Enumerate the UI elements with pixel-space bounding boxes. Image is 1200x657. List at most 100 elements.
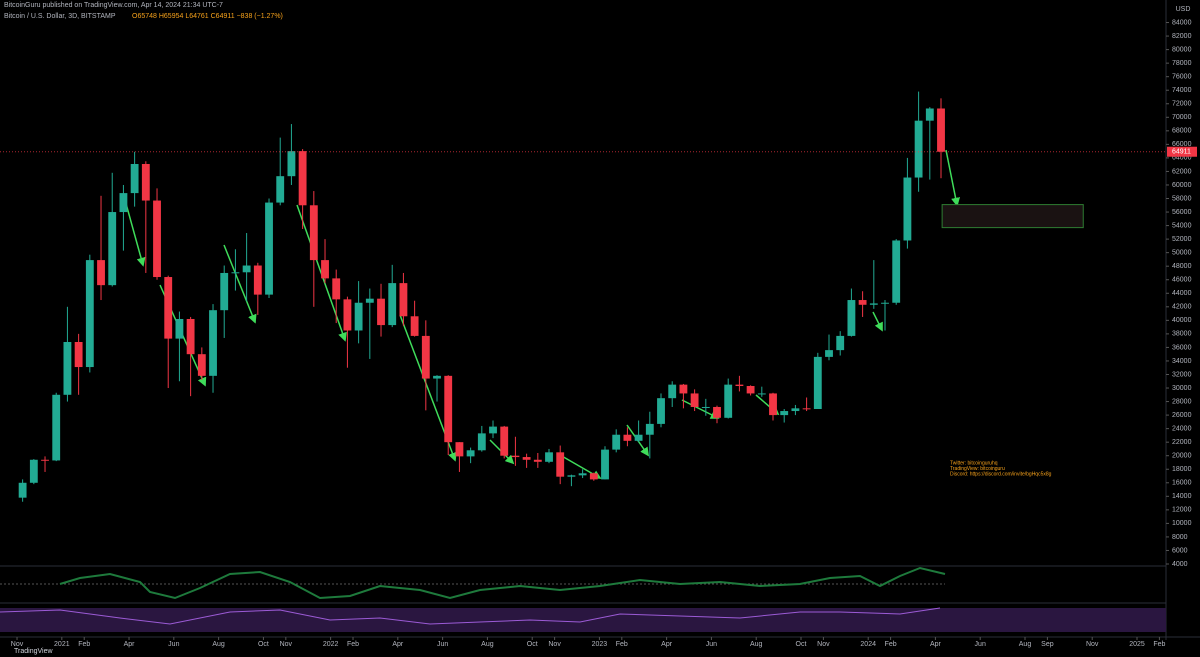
candle xyxy=(724,378,733,419)
y-tick-label: 10000 xyxy=(1172,520,1192,527)
candle-body xyxy=(500,426,509,456)
candle-body xyxy=(791,408,800,412)
y-tick-label: 66000 xyxy=(1172,141,1192,148)
arrow xyxy=(223,244,257,324)
candle-body xyxy=(276,176,285,203)
candle-body xyxy=(623,434,632,441)
candle xyxy=(175,311,184,382)
candle xyxy=(713,405,721,424)
candle xyxy=(130,151,139,207)
candle xyxy=(354,281,363,344)
candle xyxy=(881,300,889,331)
candle xyxy=(858,291,867,317)
candle xyxy=(545,448,553,464)
candle xyxy=(489,420,497,439)
candle xyxy=(231,249,240,291)
candle-body xyxy=(85,260,94,368)
x-tick-label: Feb xyxy=(78,641,90,648)
candle-body xyxy=(836,335,845,351)
candle xyxy=(18,479,27,502)
x-tick-label: Oct xyxy=(796,641,807,648)
y-tick-label: 76000 xyxy=(1172,74,1192,81)
x-tick-label: Aug xyxy=(1019,641,1032,648)
candle xyxy=(511,436,520,466)
candle-body xyxy=(52,394,61,461)
candle xyxy=(421,320,430,411)
candle-body xyxy=(847,300,856,336)
candle-body xyxy=(186,318,195,355)
candle-body xyxy=(365,298,374,303)
x-tick-label: Oct xyxy=(258,641,269,648)
candle xyxy=(746,385,755,396)
y-tick-label: 82000 xyxy=(1172,33,1192,40)
candle xyxy=(556,445,565,485)
candle xyxy=(410,300,419,337)
candle-body xyxy=(769,393,777,416)
x-tick-label: Feb xyxy=(885,641,897,648)
x-tick-label: Jun xyxy=(437,641,448,648)
candle xyxy=(309,191,318,307)
macd-histogram xyxy=(59,566,946,600)
candle xyxy=(220,265,229,338)
candle-body xyxy=(410,316,419,336)
x-tick-label: Nov xyxy=(11,641,24,648)
y-tick-label: 34000 xyxy=(1172,358,1192,365)
candle xyxy=(444,375,453,456)
x-tick-label: 2023 xyxy=(592,641,608,648)
y-tick-label: 80000 xyxy=(1172,46,1192,53)
candle xyxy=(612,429,621,453)
x-tick-label: Jun xyxy=(975,641,986,648)
rsi-line xyxy=(0,607,941,625)
candle xyxy=(97,195,105,301)
y-tick-label: 28000 xyxy=(1172,398,1192,405)
arrow xyxy=(872,311,883,332)
candle xyxy=(52,392,61,462)
ohlc-legend: O65748 H65954 L64761 C64911 −838 (−1.27%… xyxy=(132,13,283,20)
candle-body xyxy=(780,411,789,416)
candle xyxy=(533,453,542,468)
target-zone xyxy=(941,204,1084,229)
candle xyxy=(937,98,945,179)
candle xyxy=(332,269,341,324)
candle-body xyxy=(914,120,923,178)
candle-body xyxy=(141,163,150,201)
x-tick-label: 2025 xyxy=(1129,641,1145,648)
candle xyxy=(186,316,195,397)
candle-body xyxy=(321,260,329,279)
y-tick-label: 24000 xyxy=(1172,425,1192,432)
candle-body xyxy=(825,350,833,357)
candle xyxy=(645,411,654,459)
y-tick-label: 42000 xyxy=(1172,304,1192,311)
candle-body xyxy=(298,151,307,206)
candle-body xyxy=(377,298,385,326)
y-tick-label: 30000 xyxy=(1172,385,1192,392)
candle-body xyxy=(433,375,441,379)
note: TradingView: bitcoinguru xyxy=(950,466,1005,472)
candle xyxy=(869,260,878,309)
candle xyxy=(29,459,38,485)
arrow xyxy=(296,204,347,342)
candle-body xyxy=(802,408,811,410)
candle-body xyxy=(903,177,912,241)
candle-body xyxy=(455,442,464,457)
candle-body xyxy=(265,202,273,295)
candle-body xyxy=(287,151,296,177)
header-title: BitcoinGuru published on TradingView.com… xyxy=(4,2,223,9)
candle-body xyxy=(735,384,744,386)
y-tick-label: 14000 xyxy=(1172,493,1192,500)
candle xyxy=(276,137,285,206)
candle xyxy=(791,404,800,416)
candle-body xyxy=(63,342,72,395)
candle xyxy=(914,91,923,192)
candle-body xyxy=(533,459,542,462)
rsi-band xyxy=(0,608,1166,632)
x-tick-label: 2021 xyxy=(54,641,70,648)
candle-body xyxy=(489,426,497,434)
candle xyxy=(108,172,117,287)
candle-body xyxy=(332,278,341,300)
candle-body xyxy=(153,200,161,278)
x-tick-label: Nov xyxy=(817,641,830,648)
candle-body xyxy=(354,302,363,331)
